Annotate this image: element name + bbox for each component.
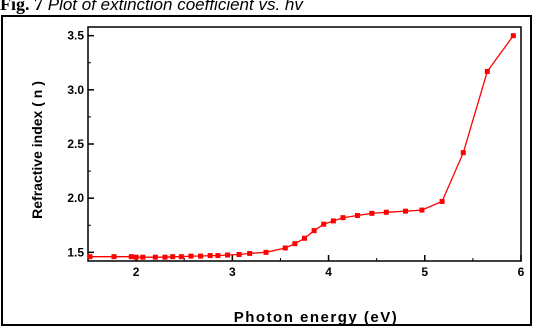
figure-caption-text: Plot of extinction coefficient vs. hv (47, 0, 303, 14)
data-point (128, 254, 134, 260)
data-point (439, 198, 445, 204)
data-point (207, 253, 213, 259)
x-tick-label: 4 (325, 265, 332, 279)
data-point (111, 254, 117, 260)
x-tick-label: 2 (133, 265, 140, 279)
data-point (340, 215, 346, 221)
data-point (510, 33, 516, 39)
data-point (460, 150, 466, 156)
y-tick-label: 1.5 (67, 245, 84, 259)
plot-area (87, 26, 522, 262)
y-axis-ticks: 1.5 2.0 2.5 3.0 3.5 (67, 29, 94, 259)
data-point (247, 250, 253, 256)
x-tick-label: 3 (229, 265, 236, 279)
data-point (419, 207, 425, 213)
y-axis-label: Refractive index ( n ) (29, 81, 45, 219)
x-axis-label: Photon energy (eV) (234, 309, 399, 326)
data-point (311, 228, 317, 234)
x-tick-label: 6 (518, 265, 525, 279)
data-point (330, 218, 336, 224)
data-point (354, 213, 360, 218)
y-tick-label: 2.0 (67, 191, 84, 205)
data-point (215, 253, 221, 259)
data-point (403, 208, 409, 214)
y-tick-label: 2.5 (67, 137, 84, 151)
data-point (178, 254, 184, 260)
data-point (162, 254, 168, 260)
data-point (263, 249, 269, 255)
data-point (140, 254, 146, 260)
data-point (170, 254, 176, 260)
y-tick-label: 3.0 (67, 83, 84, 97)
data-point (383, 209, 389, 215)
figure-caption: Fig. 7 Plot of extinction coefficient vs… (0, 0, 303, 15)
data-point (302, 235, 307, 241)
data-point (87, 254, 93, 260)
figure-frame (1, 15, 532, 326)
y-tick-label: 3.5 (67, 29, 84, 43)
data-point (369, 210, 375, 216)
data-point (282, 245, 288, 251)
data-point (321, 221, 327, 227)
series-line (89, 35, 514, 258)
data-point (188, 253, 194, 259)
figure-number: Fig. 7 (0, 0, 43, 14)
data-point (133, 254, 139, 260)
data-point (225, 252, 231, 258)
x-tick-label: 5 (421, 265, 428, 279)
series-layer (87, 33, 516, 260)
data-point (484, 68, 490, 74)
data-point (152, 254, 158, 260)
data-point (236, 252, 242, 257)
data-point (292, 241, 298, 247)
data-point (198, 253, 204, 259)
